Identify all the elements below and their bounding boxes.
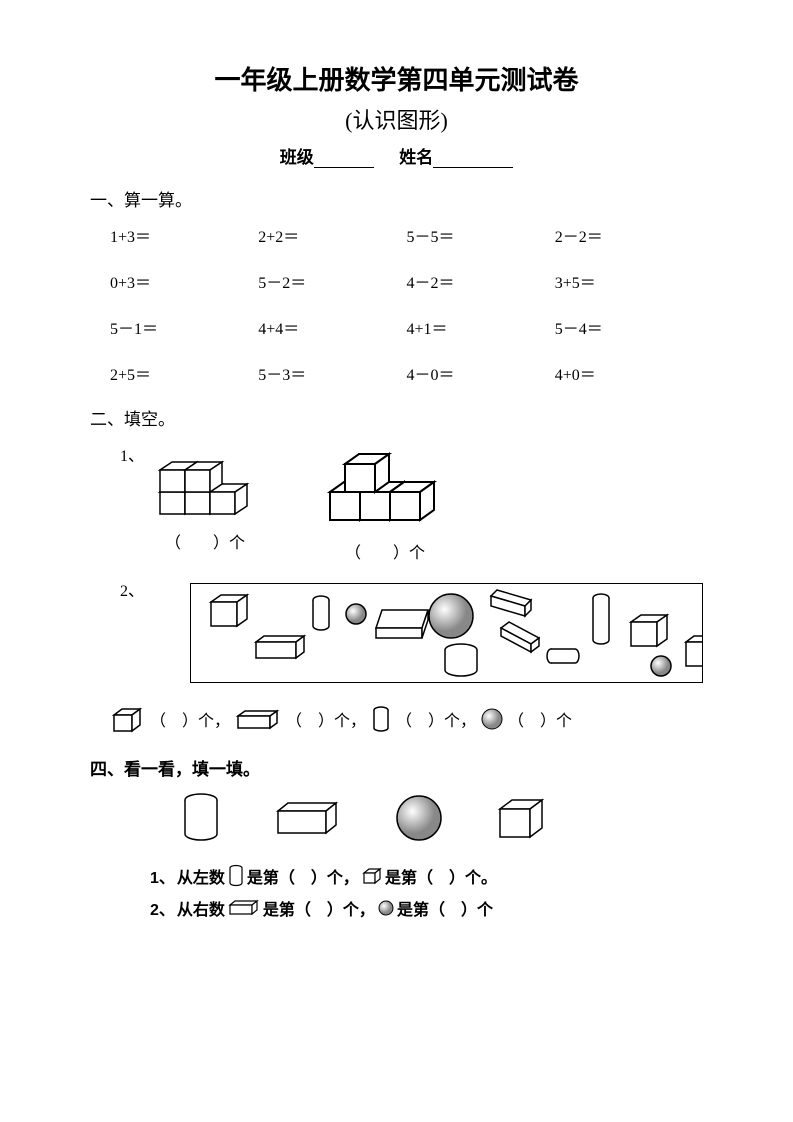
q4-line-1: 1、 从左数 是第（ ）个， 是第（ ）个。 [150,864,703,888]
math-cell: 4+0＝ [555,361,703,385]
math-cell: 3+5＝ [555,269,703,293]
cube-stack-2: （ ）个 [320,442,450,563]
page-title: 一年级上册数学第四单元测试卷 [90,60,703,97]
math-cell: 2+2＝ [258,223,406,247]
math-cell: 2+5＝ [110,361,258,385]
q2-1-num: 1、 [120,442,144,466]
cubes-right-icon [320,442,450,527]
small-cuboid-icon [227,898,261,918]
class-label: 班级 [280,148,314,167]
q4-line-2: 2、 从右数 是第（ ）个， 是第（ ）个 [150,896,703,920]
cylinder-count: （ ）个， [396,707,476,731]
small-cylinder-icon [227,864,245,888]
q4-1-text3: 是第（ ）个。 [385,864,497,888]
q2-1-row: 1、 （ ）个 （ ）个 [120,442,703,563]
q4-1-num: 1、 [150,864,175,888]
cuboid-icon [234,706,282,732]
cylinder-icon [370,704,392,734]
cube-count: （ ）个， [150,707,230,731]
section4-header: 四、看一看，填一填。 [90,755,703,780]
math-cell: 0+3＝ [110,269,258,293]
page-subtitle: (认识图形) [90,103,703,135]
blank-count: （ ）个 [165,529,245,553]
blank-count: （ ）个 [345,539,425,563]
section2-header: 二、填空。 [90,405,703,430]
small-cube-icon [361,866,383,886]
math-cell: 5－5＝ [407,223,555,247]
name-blank [433,151,513,168]
math-cell: 5－4＝ [555,315,703,339]
math-cell: 4－0＝ [407,361,555,385]
math-cell: 5－3＝ [258,361,406,385]
small-sphere-icon [377,899,395,917]
count-row: （ ）个， （ ）个， （ ）个， （ ）个 [110,703,703,735]
q4-2-text3: 是第（ ）个 [397,896,493,920]
q2-2-num: 2、 [120,577,144,601]
q4-shapes-row [180,792,703,844]
math-grid: 1+3＝ 2+2＝ 5－5＝ 2－2＝ 0+3＝ 5－2＝ 4－2＝ 3+5＝ … [110,223,703,385]
cuboid-count: （ ）个， [286,707,366,731]
sphere-big-icon [394,793,444,843]
q4-2-text2: 是第（ ）个， [263,896,375,920]
math-cell: 4+1＝ [407,315,555,339]
q4-2-text1: 从右数 [177,896,225,920]
q4-2-num: 2、 [150,896,175,920]
section1-header: 一、算一算。 [90,186,703,211]
class-blank [314,151,374,168]
cylinder-big-icon [180,792,222,844]
q4-1-text1: 从左数 [177,864,225,888]
math-cell: 5－2＝ [258,269,406,293]
sphere-count: （ ）个 [508,707,572,731]
cuboid-big-icon [272,797,344,839]
math-cell: 4－2＝ [407,269,555,293]
info-row: 班级 姓名 [90,143,703,168]
shapes-box [190,583,703,683]
cube-stack-1: （ ）个 [150,442,260,553]
math-cell: 2－2＝ [555,223,703,247]
sphere-icon [480,707,504,731]
cubes-left-icon [150,442,260,517]
name-label: 姓名 [399,148,433,167]
math-cell: 5－1＝ [110,315,258,339]
mixed-shapes-icon [191,584,702,682]
cube-icon [110,703,146,735]
math-cell: 4+4＝ [258,315,406,339]
cube-big-icon [494,793,550,843]
q4-1-text2: 是第（ ）个， [247,864,359,888]
math-cell: 1+3＝ [110,223,258,247]
